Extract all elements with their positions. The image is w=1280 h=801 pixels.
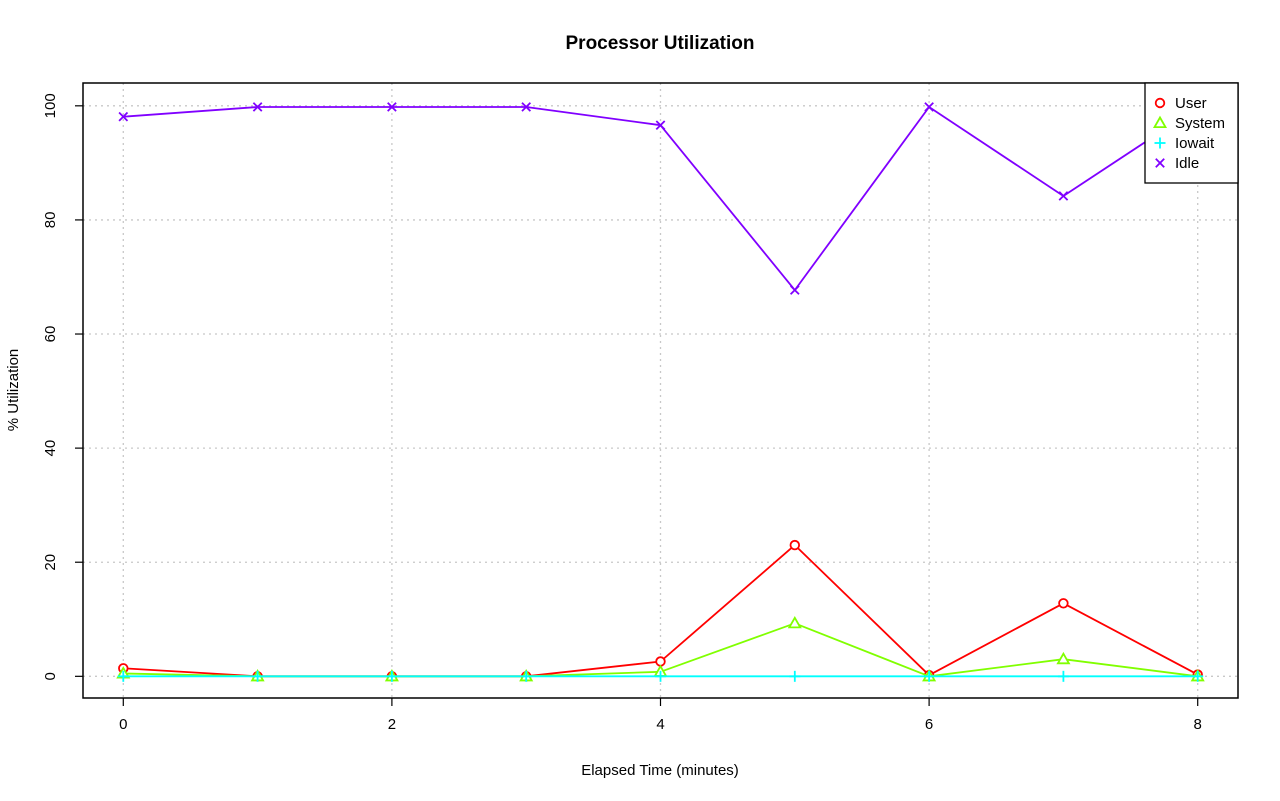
legend-item-system: System [1152,115,1225,132]
data-point-idle [789,285,800,295]
legend-label-system: System [1175,115,1225,132]
marker-stroke [252,102,263,112]
x-axis-label: Elapsed Time (minutes) [581,762,739,779]
data-point-iowait [1057,670,1069,682]
marker-stroke [655,120,666,131]
legend-label-user: User [1175,95,1207,112]
data-point-iowait [1192,670,1204,682]
data-point-idle [924,102,934,112]
data-point-idle [252,102,263,112]
legend-marker-idle [1155,158,1165,168]
chart-title: Processor Utilization [566,33,755,54]
marker-stroke [118,111,129,122]
data-point-idle [655,120,666,131]
marker-stroke [1058,191,1069,201]
y-tick-label: 100 [42,93,59,118]
data-point-system [1056,651,1071,665]
legend-label-idle: Idle [1175,155,1199,172]
data-point-iowait [655,670,666,682]
data-point-idle [1058,191,1069,201]
legend-marker-user [1154,97,1166,109]
y-tick-label: 20 [42,554,59,571]
data-point-system [787,615,802,629]
legend-item-user: User [1154,95,1207,112]
marker-stroke [789,285,800,295]
data-point-idle [118,111,129,122]
x-tick-label: 4 [656,716,664,733]
x-tick-label: 6 [925,716,933,733]
x-tick-label: 0 [119,716,127,733]
marker-stroke [521,102,532,112]
series-iowait [117,670,1204,682]
grid-lines [83,83,1238,698]
y-tick-label: 0 [42,672,59,680]
y-tick-label: 60 [42,326,59,343]
data-point-iowait [789,670,801,682]
y-axis-label: % Utilization [5,349,22,432]
data-point-iowait [117,670,129,682]
legend-label-iowait: Iowait [1175,135,1215,152]
y-tick-label: 40 [42,440,59,457]
data-point-idle [387,102,397,112]
marker-stroke [1155,158,1165,168]
marker-stroke [924,102,934,112]
y-axis: 0 20 40 60 80 100 [42,93,83,680]
data-point-user [1058,598,1069,609]
data-point-user [789,539,801,551]
legend-marker-iowait [1154,137,1166,149]
legend-item-idle: Idle [1155,155,1199,172]
marker-stroke [387,102,397,112]
data-point-iowait [923,670,935,682]
series-layer [116,102,1205,682]
data-point-idle [521,102,532,112]
data-point-iowait [386,670,398,682]
legend-item-iowait: Iowait [1154,135,1215,152]
x-tick-label: 8 [1194,716,1202,733]
y-tick-label: 80 [42,212,59,229]
data-point-iowait [520,670,532,682]
legend-marker-system [1152,115,1168,129]
x-tick-label: 2 [388,716,396,733]
x-axis: 0 2 4 6 8 [119,698,1202,733]
data-point-iowait [252,670,264,682]
legend: User System Iowait Idle [1144,82,1239,184]
